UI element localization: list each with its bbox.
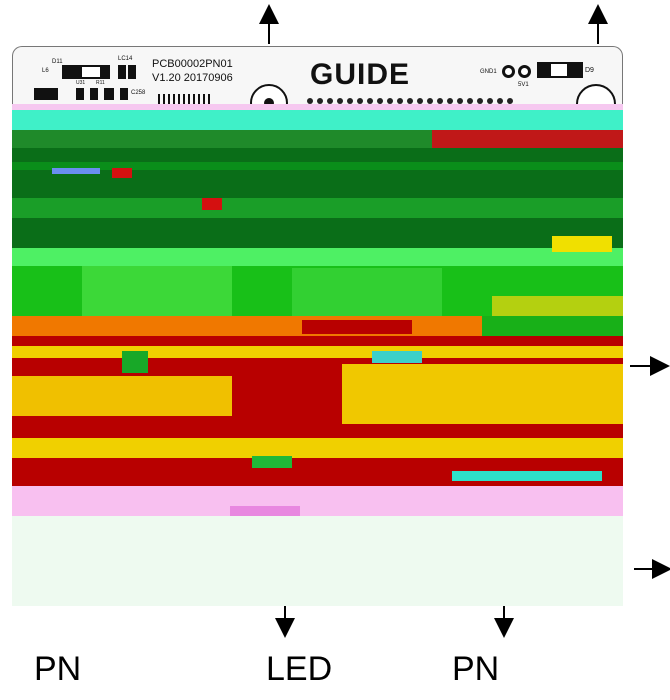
band-orange-green-right [482,316,623,336]
component-r11 [104,88,114,100]
connector-red-block [302,320,412,334]
component-cyan-small [372,351,422,363]
pcb-board [12,46,623,606]
component-d9-left [537,62,549,78]
band-dark-green-2 [12,218,623,248]
silk-l6: L6 [42,68,49,74]
component-cyan-strip [452,471,602,481]
component-yellow-strip [552,236,612,252]
stripe-yellow-1 [12,346,623,358]
panel-green-grid-right [292,268,442,316]
silk-d11: D11 [52,59,63,65]
connector-dot-row [307,98,513,104]
silk-5v1: 5V1 [518,82,529,88]
component-red-b [202,198,222,210]
test-point-5v1 [518,65,531,78]
component-u31-a [76,88,84,100]
silk-d9: D9 [585,67,594,74]
silk-u31: U31 [76,80,86,86]
silk-gnd1: GND1 [480,69,497,75]
component-green-small [122,351,148,373]
test-point-gnd1 [502,65,515,78]
silk-r11: R11 [96,80,105,86]
panel-green-grid-left [82,266,232,316]
component-u31-b [90,88,98,100]
label-pn-right: PN [452,650,500,688]
component-c258 [120,88,128,100]
component-lc14-b [128,65,136,79]
silk-lc14: LC14 [118,56,133,62]
band-cyan [12,110,623,130]
band-pink-top [12,104,623,112]
band-green-stripe [12,162,623,170]
component-d11-right [102,65,110,79]
band-red-right [432,130,623,148]
component-red-a [112,168,132,178]
board-part-number: PCB00002PN01 [152,58,233,70]
band-green-mid [12,198,623,218]
band-green-left [12,130,432,148]
component-d9-body [549,62,569,78]
panel-yellow-green [492,296,623,316]
component-l6 [34,88,58,100]
mounting-hole-left-center [264,98,274,108]
band-dark-green [12,148,623,198]
component-lc14-a [118,65,126,79]
label-led: LED [266,650,333,688]
silk-c258: C258 [131,90,146,96]
component-d11-body [80,65,102,79]
band-pale-green [12,516,623,606]
component-blue-strip [52,168,100,174]
component-d9-right [569,62,583,78]
band-light-green [12,248,623,266]
stripe-yellow-2 [12,438,623,458]
ic-pin-row [158,94,210,104]
component-d11-left [62,65,80,79]
block-yellow-right [342,364,623,424]
brand-logo: GUIDE [310,58,411,91]
block-yellow-left [12,376,232,416]
component-green-led [252,456,292,468]
board-version-date: V1.20 20170906 [152,72,233,84]
band-pink-bottom [12,486,623,516]
label-pn-left: PN [34,650,82,688]
